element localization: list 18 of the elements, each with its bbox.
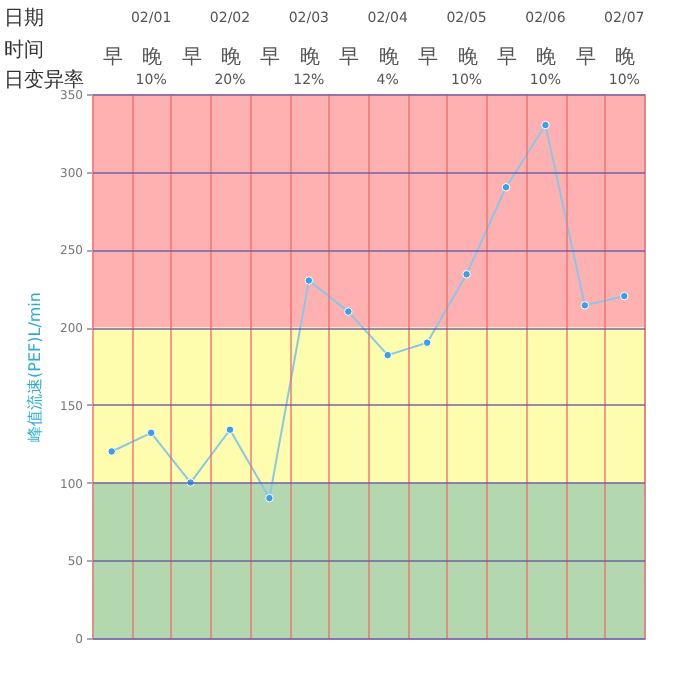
x-tick-label: 晚 xyxy=(221,45,241,69)
x-tick-label: 早 xyxy=(418,47,439,69)
x-tick-label: 早 xyxy=(181,47,202,69)
x-tick-label: 早 xyxy=(260,47,281,69)
x-tick-label: 晚 xyxy=(457,45,478,69)
text: 日期 xyxy=(4,6,44,30)
x-tick-label: 早 xyxy=(497,47,517,69)
text: 时间 xyxy=(4,38,44,62)
y-axis-title: 峰值流速(PEF)L/min xyxy=(26,292,45,442)
x-tick-label: 晚 xyxy=(378,45,399,69)
x-tick-label: 晚 xyxy=(142,45,163,69)
x-tick-label: 早 xyxy=(575,47,596,69)
x-tick-label: 晚 xyxy=(536,45,557,69)
x-tick-label: 早 xyxy=(339,47,360,69)
text: 日变异率 xyxy=(4,68,84,92)
x-tick-label: 晚 xyxy=(299,45,320,69)
x-tick-label: 晚 xyxy=(615,45,636,69)
x-tick-label: 早 xyxy=(102,47,123,69)
